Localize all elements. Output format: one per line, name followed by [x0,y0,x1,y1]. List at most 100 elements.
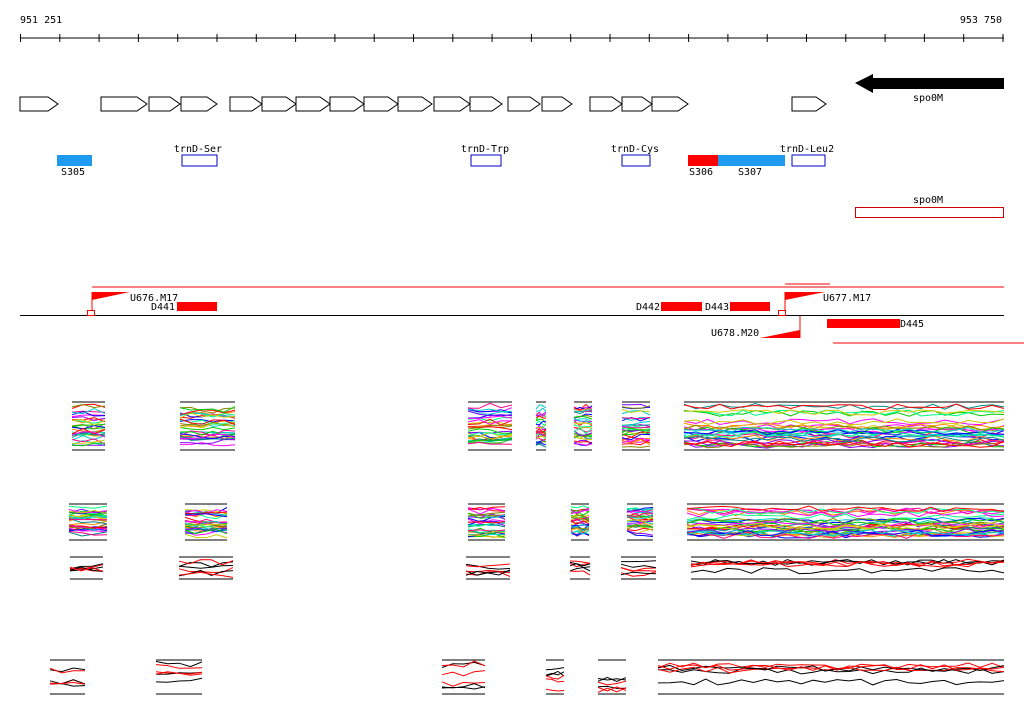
expression-line [570,527,590,530]
expression-line [68,525,108,530]
expression-line [179,433,236,440]
segment-anchor [87,310,95,316]
expression-line [68,523,108,529]
expression-line [570,527,590,533]
expression-line [71,439,106,444]
expression-line [467,507,506,515]
feature-label: trnD-Leu2 [780,144,834,155]
expression-line [690,567,1005,575]
expression-line [683,431,1005,438]
segment-box [661,302,702,311]
expression-line [535,433,547,440]
expression-line [621,436,651,443]
gene-arrow [855,74,1004,93]
expression-line [570,529,590,535]
ruler-end: 953 750 [960,15,1002,26]
ruler-ticks [20,34,1004,42]
expression-line [467,441,513,445]
expression-line [465,563,511,568]
expression-line [620,571,657,576]
expression-line [683,426,1005,433]
segment-flag [760,330,800,338]
expression-line [68,508,108,514]
expression-line [184,523,228,527]
expression-line [535,441,547,446]
expression-line [597,687,627,693]
expression-line [684,409,1005,416]
expression-line [184,521,228,526]
expression-line [597,676,627,683]
segment-box [730,302,770,311]
expression-line [155,664,203,669]
expression-line [178,565,234,569]
expression-line [467,438,513,443]
gene-outline [397,96,433,112]
expression-line [570,505,590,509]
segment-flag [92,292,130,300]
expression-line [573,427,593,435]
expression-line [467,430,513,434]
expression-line [570,520,590,525]
segment-label: U677.M17 [823,293,871,304]
expression-line [621,433,651,441]
expression-line [683,409,1005,417]
expression-line [658,667,1005,675]
expression-line [573,422,593,425]
expression-line [626,512,654,518]
expression-line [569,561,591,569]
expression-line [155,671,203,675]
expression-line [657,664,1005,672]
expression-line [686,522,1005,530]
expression-line [626,530,654,538]
expression-line [621,410,651,416]
expression-line [184,513,228,518]
feature-label: S305 [61,167,85,178]
expression-line [545,678,565,683]
gene-outline [100,96,148,112]
expression-line [535,427,547,434]
expression-line [155,660,203,668]
expression-line [657,662,1005,670]
expression-line [467,530,506,536]
expression-line [68,530,108,536]
expression-line [569,560,591,564]
expression-line [441,686,486,690]
expression-line [621,560,657,563]
expression-line [184,533,228,539]
expression-line [71,434,106,441]
expression-line [545,688,565,692]
feature-label: trnD-Ser [174,144,222,155]
feature-label: trnD-Cys [611,144,659,155]
expression-line [620,567,657,572]
expression-line [184,511,228,515]
expression-line [467,409,513,414]
expression-line [535,435,547,440]
expression-line [465,569,511,574]
gene-outline [180,96,218,112]
expression-line [467,533,506,536]
expression-line [535,430,547,437]
expression-line [535,433,547,439]
expression-line [621,403,651,409]
gene-outline [148,96,181,112]
expression-line [683,403,1005,411]
expression-line [71,431,106,437]
expression-line [683,430,1005,438]
expression-line [569,570,591,576]
expression-line [465,563,511,570]
feature-box [621,154,651,167]
segment-label: D443 [705,302,729,313]
expression-line [441,670,486,677]
expression-line [535,420,547,426]
expression-line [68,514,108,520]
expression-line [467,428,512,434]
gene-outline [541,96,573,112]
expression-tracks [49,401,1005,695]
expression-line [657,664,1005,671]
expression-line [155,677,203,683]
segment-label: U678.M20 [711,328,759,339]
expression-line [467,438,513,444]
expression-line [686,513,1005,521]
